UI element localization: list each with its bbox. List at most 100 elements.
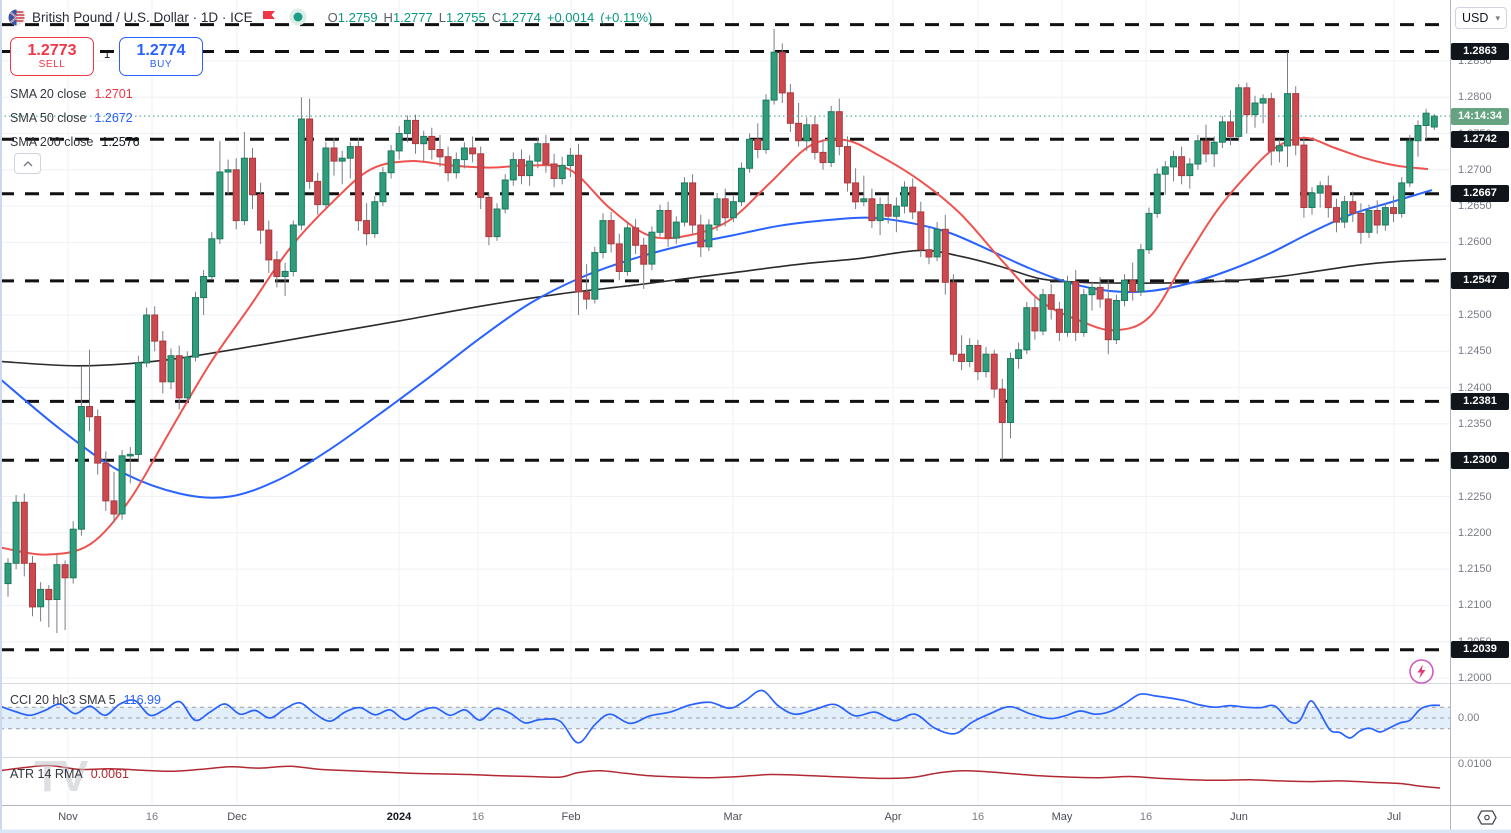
candle-body: [1414, 125, 1422, 142]
price-tick-label: 1.2400: [1458, 381, 1492, 394]
candle-body: [746, 138, 754, 169]
candle-body: [444, 156, 452, 174]
candle-body: [591, 252, 599, 300]
candle-body: [1300, 144, 1308, 209]
candle-body: [281, 270, 289, 277]
market-status-icon: [289, 8, 307, 26]
buy-button[interactable]: 1.2774 BUY: [119, 37, 203, 76]
candle-body: [134, 362, 142, 455]
candle-body: [786, 92, 794, 124]
candle-body: [1096, 286, 1104, 300]
candle-body: [672, 221, 680, 239]
candle-body: [860, 198, 868, 203]
candle-body: [4, 562, 12, 585]
time-axis-label: Jul: [1386, 811, 1402, 823]
candle-body: [1267, 98, 1275, 152]
candle-body: [346, 146, 354, 159]
candle-body: [1218, 121, 1226, 143]
atr-line: [0, 764, 1441, 789]
candle-body: [575, 154, 582, 293]
boost-lightning-icon[interactable]: [1408, 658, 1435, 690]
time-axis-label: May: [1051, 811, 1073, 823]
candle-body: [1390, 207, 1397, 214]
candle-body: [61, 564, 69, 579]
legend-sma-50[interactable]: SMA 50 close 1.2672: [10, 111, 133, 125]
chevron-up-icon: [23, 160, 32, 166]
price-tick-label: 1.2200: [1458, 526, 1492, 539]
candle-body: [1227, 121, 1234, 137]
candle-body: [420, 135, 428, 145]
price-tick-label: 1.2650: [1458, 200, 1492, 213]
candle-body: [738, 167, 745, 203]
legend-atr[interactable]: ATR 14 RMA 0.0061: [10, 767, 129, 781]
sell-button[interactable]: 1.2773 SELL: [10, 37, 94, 76]
price-tick-label: 1.2250: [1458, 490, 1492, 503]
candle-body: [1064, 281, 1071, 333]
candle-body: [526, 160, 534, 177]
legend-sma-200[interactable]: SMA 200 close 1.2576: [10, 135, 140, 149]
candle-body: [566, 154, 574, 167]
candle-body: [37, 588, 45, 608]
candle-body: [126, 453, 134, 457]
currency-selector[interactable]: USD ▾: [1455, 7, 1507, 29]
legend-sma-20[interactable]: SMA 20 close 1.2701: [10, 87, 133, 101]
price-level-badge: 1.2547: [1451, 272, 1509, 290]
candle-body: [1292, 93, 1300, 146]
symbol-title[interactable]: British Pound / U.S. Dollar · 1D · ICE: [32, 9, 253, 25]
candle-body: [615, 243, 623, 272]
candle-body: [827, 111, 835, 163]
candle-body: [330, 147, 338, 162]
candle-body: [1308, 192, 1316, 208]
candle-body: [1104, 298, 1112, 341]
candle-body: [224, 169, 232, 173]
candle-body: [192, 297, 199, 358]
candle-body: [69, 528, 77, 579]
legend-cci[interactable]: CCI 20 hlc3 SMA 5 116.99: [10, 693, 161, 707]
candle-body: [795, 122, 803, 142]
candle-body: [159, 340, 167, 383]
timezone-settings-icon[interactable]: [1476, 810, 1498, 830]
candle-body: [876, 204, 884, 222]
price-tick-label: 1.2800: [1458, 91, 1492, 104]
candle-body: [1072, 281, 1080, 333]
sma50-line: [0, 189, 1433, 499]
price-level-badge: 1.2742: [1451, 130, 1509, 148]
atr-scale-label: 0.0100: [1458, 758, 1492, 770]
candle-body: [648, 231, 656, 265]
time-axis-label: Feb: [561, 811, 581, 823]
candle-body: [371, 201, 379, 235]
sma50-value: 1.2672: [94, 111, 133, 125]
candle-body: [45, 588, 53, 601]
candle-body: [216, 171, 224, 240]
candle-body: [681, 182, 688, 223]
candle-body: [1365, 210, 1373, 233]
price-tick-label: 1.2000: [1458, 672, 1492, 684]
candle-body: [583, 291, 591, 300]
candle-body: [501, 179, 509, 210]
candle-body: [1422, 112, 1430, 126]
candle-body: [990, 353, 998, 390]
candle-body: [762, 99, 770, 150]
candle-body: [1055, 308, 1063, 333]
candle-body: [754, 138, 762, 151]
candle-body: [1088, 286, 1096, 296]
candle-body: [167, 355, 175, 383]
candle-body: [428, 135, 436, 150]
candle-body: [844, 146, 851, 184]
candle-body: [518, 159, 525, 177]
collapse-legend-button[interactable]: [14, 153, 41, 174]
candle-body: [86, 406, 93, 418]
cci-line: [0, 689, 1441, 744]
candle-body: [558, 164, 566, 179]
sell-price: 1.2773: [27, 42, 77, 59]
candle-body: [53, 564, 61, 601]
candle-body: [697, 224, 705, 248]
symbol-header: British Pound / U.S. Dollar · 1D · ICE O…: [8, 6, 652, 28]
candle-body: [1373, 210, 1381, 226]
candle-body: [941, 228, 949, 283]
flagged-symbol-icon[interactable]: [262, 11, 276, 23]
time-axis-label: Apr: [884, 811, 902, 823]
candle-body: [1243, 87, 1251, 116]
candle-body: [395, 133, 403, 152]
